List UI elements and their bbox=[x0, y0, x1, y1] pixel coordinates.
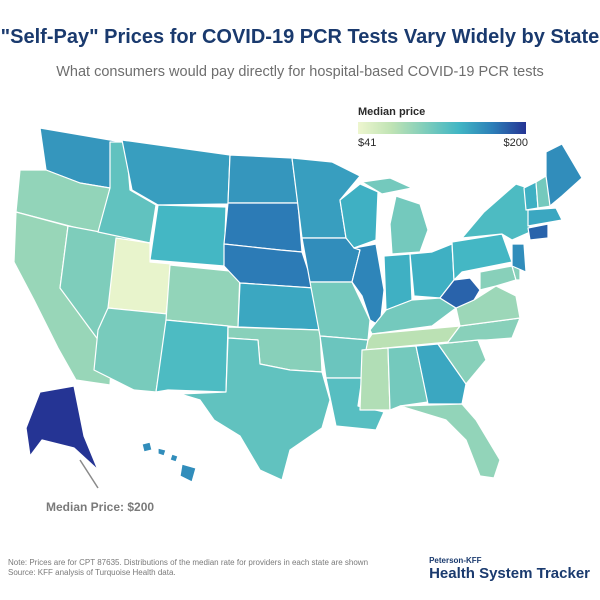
brand-logo: Peterson-KFF Health System Tracker bbox=[429, 556, 590, 582]
footnote-note: Note: Prices are for CPT 87635. Distribu… bbox=[8, 558, 369, 567]
chart-title: "Self-Pay" Prices for COVID-19 PCR Tests… bbox=[0, 26, 600, 48]
state-CT bbox=[527, 223, 549, 241]
state-WY bbox=[149, 204, 227, 267]
legend-min-label: $41 bbox=[358, 137, 377, 149]
footnote-source: Source: KFF analysis of Turquoise Health… bbox=[8, 568, 176, 577]
state-GA bbox=[415, 343, 467, 405]
state-AK bbox=[25, 385, 99, 471]
color-legend: Median price $41 $200 bbox=[358, 106, 528, 149]
state-CO bbox=[165, 264, 241, 328]
state-KS bbox=[237, 282, 321, 331]
state-MA bbox=[527, 207, 563, 227]
legend-max-label: $200 bbox=[503, 137, 528, 149]
state-ND bbox=[227, 154, 299, 204]
state-NM bbox=[155, 319, 229, 393]
state-NY bbox=[461, 183, 531, 241]
state-HI bbox=[141, 441, 197, 483]
brand-main-text: Health System Tracker bbox=[429, 565, 590, 582]
state-TX bbox=[179, 337, 331, 481]
legend-title: Median price bbox=[358, 106, 426, 118]
alaska-callout-label: Median Price: $200 bbox=[46, 500, 155, 514]
state-IL bbox=[351, 243, 385, 327]
state-MO bbox=[309, 281, 371, 341]
state-SD bbox=[223, 202, 303, 253]
state-MT bbox=[121, 139, 231, 206]
chart-subtitle: What consumers would pay directly for ho… bbox=[56, 64, 544, 80]
state-MD bbox=[479, 265, 517, 291]
state-AL bbox=[387, 345, 429, 411]
state-ME bbox=[545, 143, 583, 207]
state-MI bbox=[361, 177, 429, 255]
state-FL bbox=[399, 403, 501, 479]
state-WI bbox=[339, 183, 379, 249]
state-NH bbox=[535, 175, 553, 209]
state-NJ bbox=[511, 243, 527, 273]
legend-gradient-bar bbox=[358, 122, 526, 134]
states-group bbox=[13, 127, 583, 483]
state-MS bbox=[359, 347, 391, 411]
brand-top-text: Peterson-KFF bbox=[429, 556, 482, 565]
legend-labels: $41 $200 bbox=[358, 137, 528, 149]
alaska-callout-line bbox=[79, 459, 99, 489]
footnote: Note: Prices are for CPT 87635. Distribu… bbox=[8, 558, 428, 578]
